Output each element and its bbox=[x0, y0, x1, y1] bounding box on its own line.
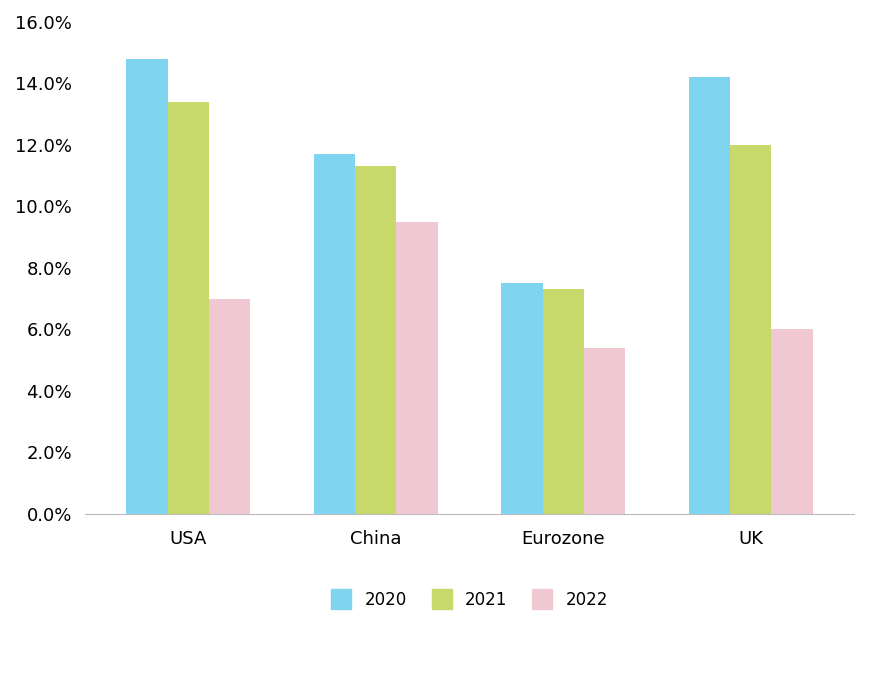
Bar bbox=[168, 102, 209, 514]
Bar bbox=[355, 166, 396, 514]
Bar bbox=[584, 347, 625, 514]
Bar bbox=[127, 59, 168, 514]
Legend: 2020, 2021, 2022: 2020, 2021, 2022 bbox=[322, 581, 616, 617]
Bar bbox=[396, 222, 438, 514]
Bar bbox=[772, 329, 813, 514]
Bar bbox=[689, 77, 730, 514]
Bar bbox=[314, 154, 355, 514]
Bar bbox=[543, 289, 584, 514]
Bar bbox=[209, 299, 250, 514]
Bar bbox=[730, 145, 772, 514]
Bar bbox=[501, 283, 543, 514]
